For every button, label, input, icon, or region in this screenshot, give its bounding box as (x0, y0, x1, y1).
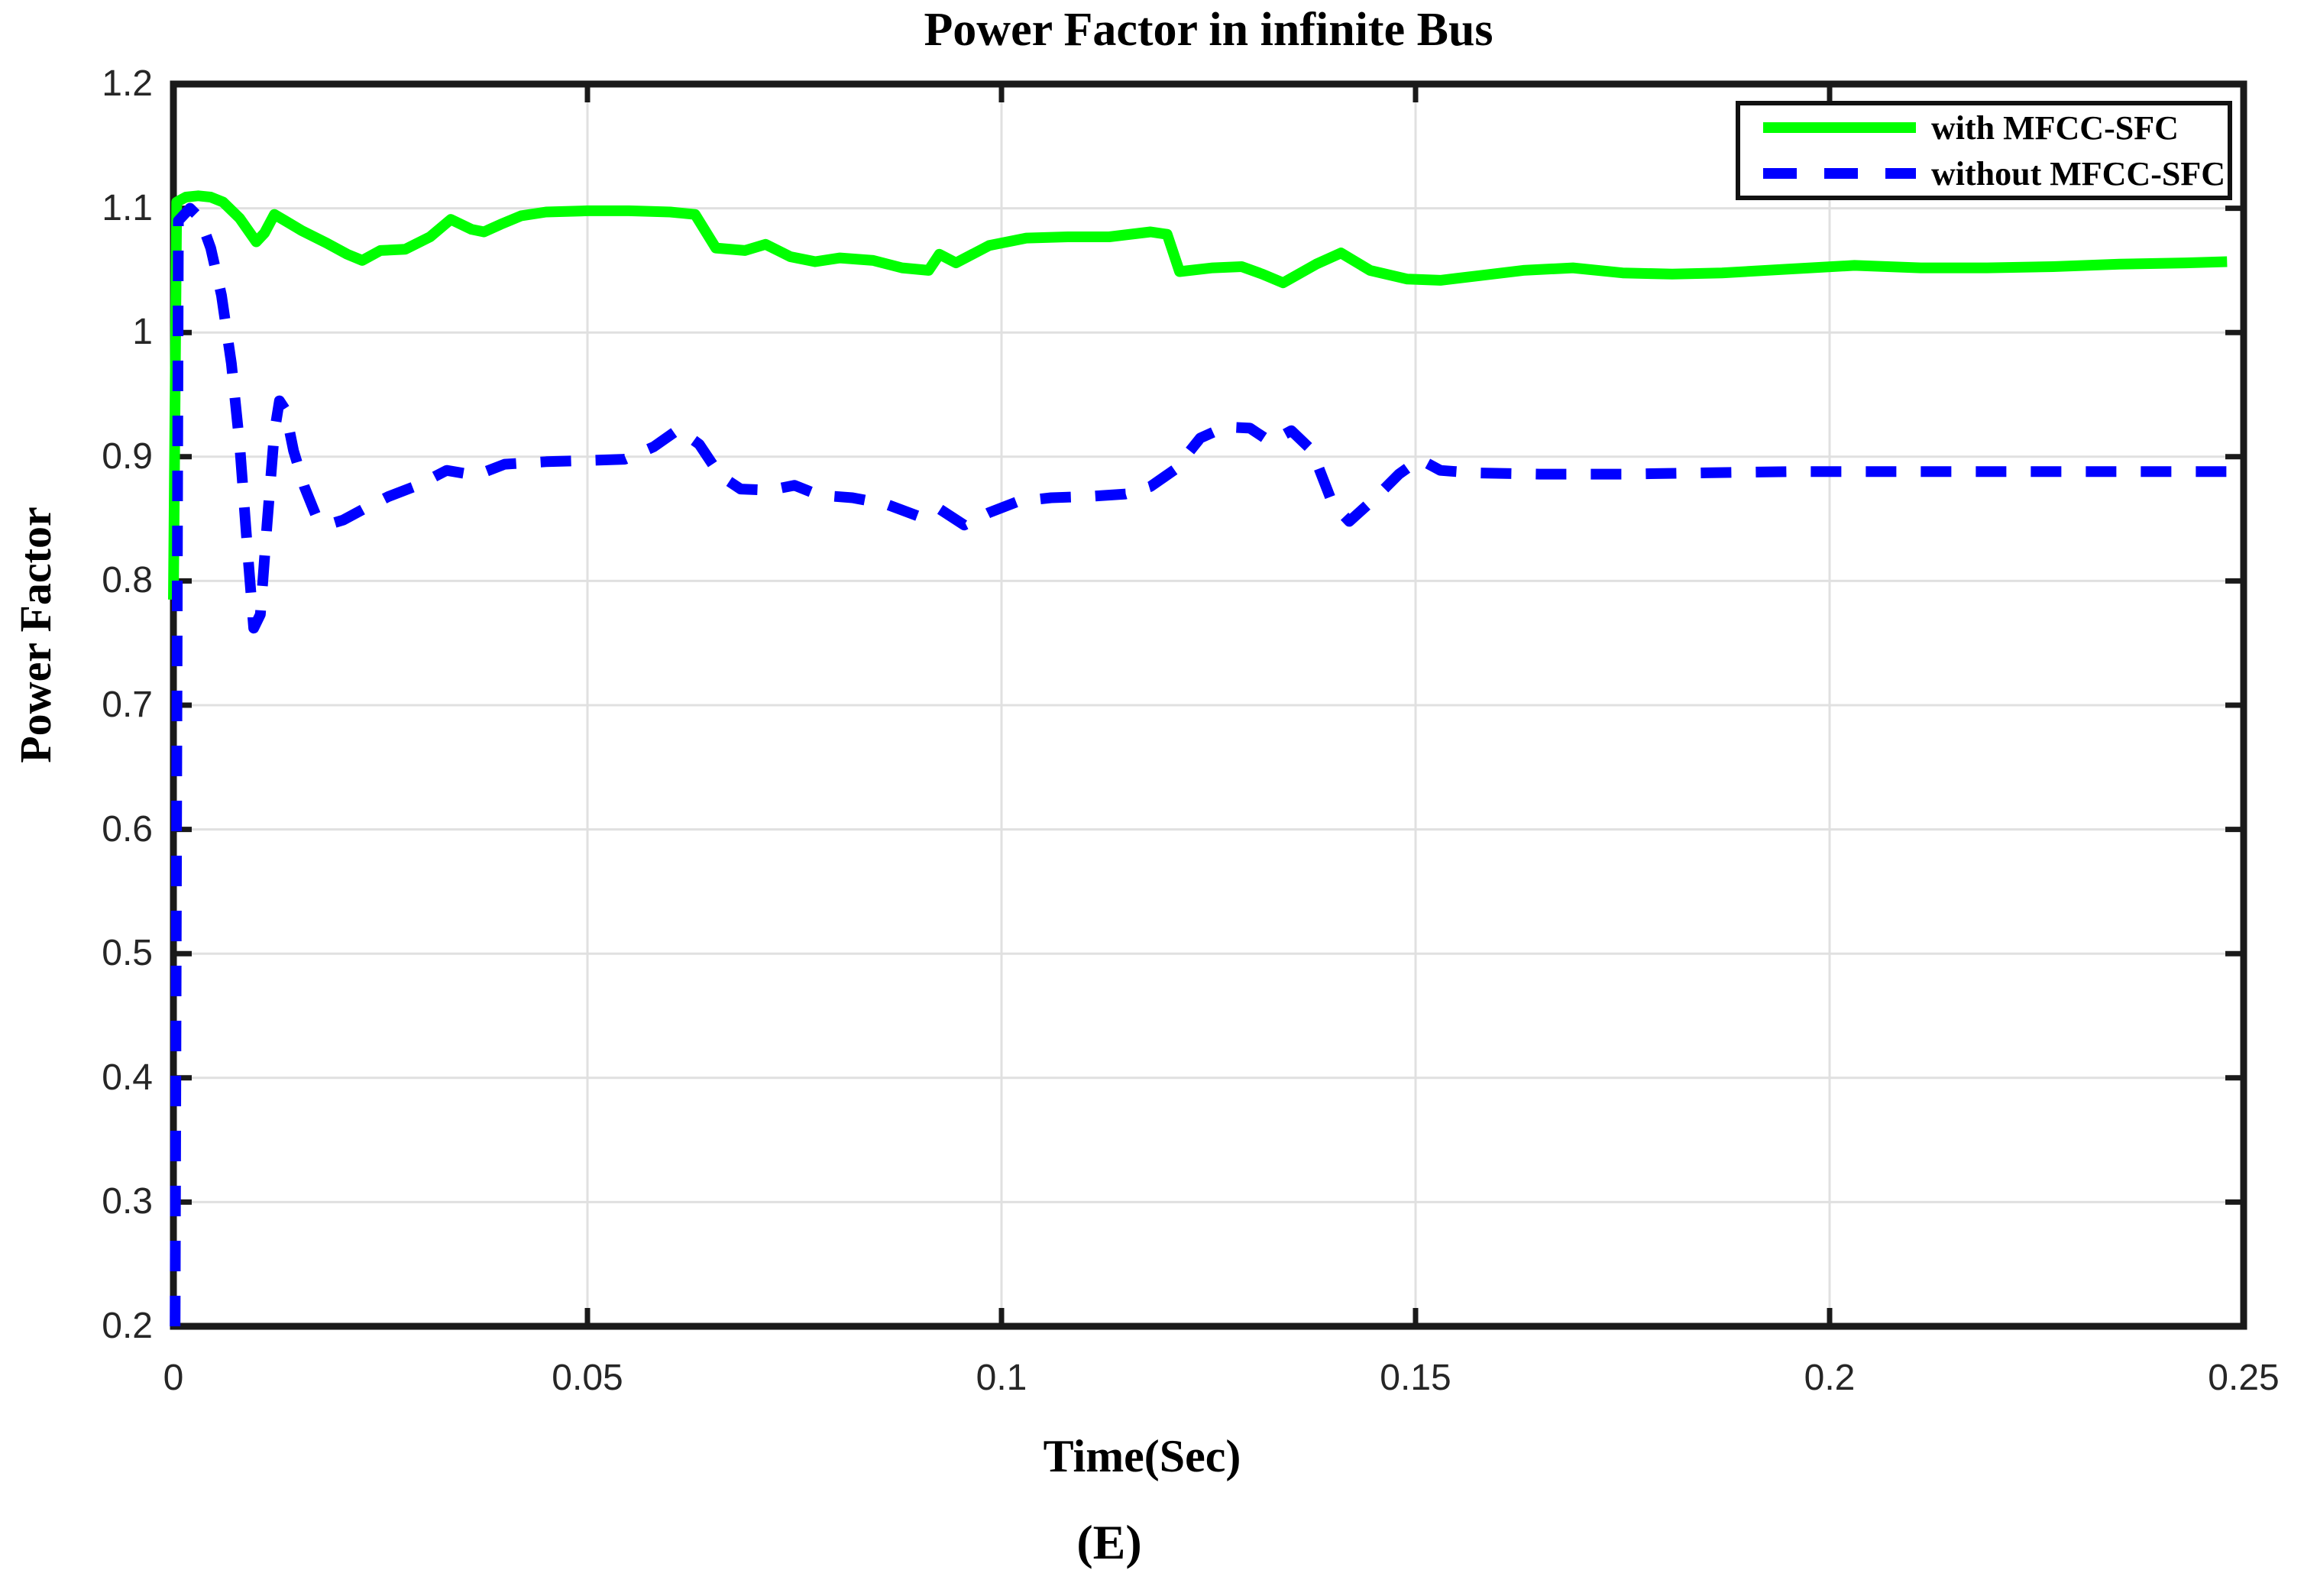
y-tick-label: 0.6 (102, 808, 153, 850)
y-tick-label: 1.1 (102, 187, 153, 228)
y-tick-label: 0.8 (102, 560, 153, 601)
x-tick-label: 0.2 (1804, 1358, 1856, 1398)
y-tick-label: 0.3 (102, 1181, 153, 1222)
series-line-with-mfcc-sfc (168, 190, 2228, 600)
y-tick-label: 0.4 (102, 1057, 153, 1098)
legend-swatch-green-solid-line (1763, 122, 1916, 133)
series-line-without-mfcc-sfc (170, 202, 2228, 1327)
figure-caption: (E) (1076, 1515, 1142, 1569)
x-tick-label: 0.1 (976, 1358, 1027, 1398)
x-tick-label: 0.05 (552, 1358, 623, 1398)
y-tick-label: 0.7 (102, 685, 153, 725)
legend-label: without MFCC-SFC (1931, 154, 2225, 193)
x-tick-label: 0.25 (2208, 1358, 2280, 1398)
legend-item-without-mfcc-sfc: without MFCC-SFC (1740, 154, 2228, 193)
legend-label: with MFCC-SFC (1931, 108, 2179, 147)
x-tick-label: 0.15 (1380, 1358, 1451, 1398)
legend-box: with MFCC-SFC without MFCC-SFC (1736, 101, 2232, 200)
y-tick-label: 1 (132, 312, 153, 353)
legend-swatch-blue-dashed-line (1763, 168, 1916, 179)
x-axis-label: Time(Sec) (1043, 1431, 1241, 1481)
legend-item-with-mfcc-sfc: with MFCC-SFC (1740, 108, 2228, 147)
x-tick-label: 0 (163, 1358, 184, 1398)
y-tick-label: 0.9 (102, 435, 153, 477)
y-tick-label: 1.2 (102, 63, 153, 104)
y-tick-label: 0.5 (102, 933, 153, 974)
chart-title: Power Factor in infinite Bus (924, 4, 1493, 56)
y-tick-label: 0.2 (102, 1306, 153, 1346)
